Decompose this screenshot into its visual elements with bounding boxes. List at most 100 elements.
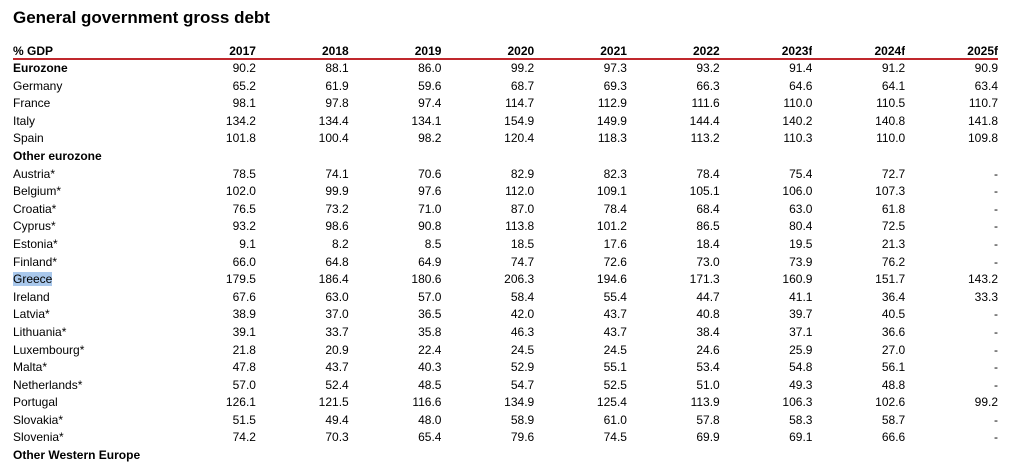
- value-cell: -: [994, 342, 998, 357]
- country-label: Austria*: [13, 166, 170, 184]
- table-row: Luxembourg* 21.8 20.9 22.4 24.5 24.5 24.6 25.9 2…: [13, 342, 998, 360]
- value-cell: [720, 148, 813, 166]
- table-row: Austria* 78.5 74.1 70.6 82.9 82.3 78.4 75.4 72.7…: [13, 166, 998, 184]
- value-cell: 73.2: [325, 201, 349, 216]
- value-cell: 72.6: [603, 254, 627, 269]
- value-cell: [905, 447, 998, 465]
- value-cell: 98.2: [418, 131, 442, 146]
- value-cell: 67.6: [232, 289, 256, 304]
- value-cell: 40.8: [696, 307, 720, 322]
- value-cell: 72.7: [881, 166, 906, 181]
- value-cell: 68.7: [510, 78, 535, 93]
- table-row: Malta* 47.8 43.7 40.3 52.9 55.1 53.4 54.8 56.1 -: [13, 359, 998, 377]
- value-cell: 100.4: [318, 131, 349, 146]
- value-cell: 105.1: [689, 184, 720, 199]
- value-cell: 74.2: [232, 430, 256, 445]
- value-cell: 194.6: [596, 272, 627, 287]
- row-label-text: Eurozone: [13, 61, 68, 75]
- table-row: Netherlands* 57.0 52.4 48.5 54.7 52.5 51.0 49.3…: [13, 377, 998, 395]
- row-label-text: Latvia*: [13, 307, 50, 322]
- value-cell: [441, 447, 534, 465]
- value-cell: 57.8: [696, 412, 720, 427]
- value-cell: [812, 148, 905, 166]
- value-cell: -: [994, 307, 998, 322]
- value-cell: 55.4: [603, 289, 627, 304]
- value-cell: 33.3: [974, 289, 998, 304]
- value-cell: 69.1: [789, 430, 813, 445]
- value-cell: 134.2: [225, 113, 256, 128]
- table-row: Belgium* 102.0 99.9 97.6 112.0 109.1 105.1 106.…: [13, 183, 998, 201]
- value-cell: 44.7: [696, 289, 720, 304]
- country-label: Ireland: [13, 289, 170, 307]
- value-cell: 151.7: [875, 272, 906, 287]
- value-cell: 179.5: [225, 272, 256, 287]
- value-cell: 102.0: [225, 184, 256, 199]
- value-cell: 75.4: [789, 166, 813, 181]
- value-cell: [720, 447, 813, 465]
- header-year: 2020: [441, 44, 535, 60]
- value-cell: 118.3: [597, 131, 627, 146]
- row-label-text: Spain: [13, 131, 44, 146]
- value-cell: 59.6: [418, 78, 442, 93]
- value-cell: 186.4: [318, 272, 349, 287]
- value-cell: 98.6: [325, 219, 349, 234]
- value-cell: [256, 148, 349, 166]
- value-cell: 69.3: [603, 78, 627, 93]
- header-year: 2022: [626, 44, 720, 60]
- value-cell: 93.2: [232, 219, 256, 234]
- table-row: France 98.1 97.8 97.4 114.7 112.9 111.6 110.0 11…: [13, 95, 998, 113]
- row-label-text: Finland*: [13, 254, 58, 269]
- value-cell: 143.2: [967, 272, 998, 287]
- country-label: Germany: [13, 78, 170, 96]
- country-label: Malta*: [13, 359, 170, 377]
- value-cell: 90.2: [232, 61, 256, 75]
- value-cell: 140.2: [782, 113, 813, 128]
- row-label-text: France: [13, 96, 51, 111]
- value-cell: 8.2: [332, 236, 349, 251]
- value-cell: 141.8: [967, 113, 998, 128]
- table-body: Eurozone 90.2 88.1 86.0 99.2 97.3 93.2 91.4 91.2…: [13, 59, 998, 465]
- value-cell: 97.6: [418, 184, 442, 199]
- table-header-row: % GDP 2017 2018 2019 2020 2021 2022 2023…: [13, 44, 998, 60]
- value-cell: 61.0: [603, 412, 627, 427]
- value-cell: 37.1: [789, 324, 813, 339]
- value-cell: 112.9: [597, 96, 627, 111]
- value-cell: 24.5: [603, 342, 627, 357]
- value-cell: 76.2: [881, 254, 906, 269]
- value-cell: 78.5: [232, 166, 256, 181]
- table-row: Croatia* 76.5 73.2 71.0 87.0 78.4 68.4 63.0 61.8…: [13, 201, 998, 219]
- header-year: 2024f: [812, 44, 906, 60]
- row-label-text: Estonia*: [13, 236, 58, 251]
- value-cell: 57.0: [418, 289, 442, 304]
- country-label: Estonia*: [13, 236, 170, 254]
- value-cell: 63.0: [789, 201, 813, 216]
- value-cell: 99.2: [510, 61, 535, 75]
- value-cell: 24.6: [696, 342, 720, 357]
- section-label: Other Western Europe: [13, 447, 170, 465]
- value-cell: [812, 447, 905, 465]
- value-cell: 65.4: [418, 430, 442, 445]
- value-cell: [349, 148, 442, 166]
- value-cell: 97.3: [603, 61, 627, 75]
- value-cell: [627, 148, 720, 166]
- country-label: Cyprus*: [13, 218, 170, 236]
- table-row: Finland* 66.0 64.8 64.9 74.7 72.6 73.0 73.9 76.2…: [13, 254, 998, 272]
- value-cell: 180.6: [411, 272, 442, 287]
- value-cell: 36.5: [418, 307, 442, 322]
- value-cell: 48.0: [418, 412, 442, 427]
- value-cell: 17.6: [603, 236, 627, 251]
- row-label-text: Belgium*: [13, 184, 62, 199]
- table-row: Slovenia* 74.2 70.3 65.4 79.6 74.5 69.9 69.1 66.…: [13, 429, 998, 447]
- value-cell: 86.0: [418, 61, 442, 75]
- value-cell: 40.5: [881, 307, 906, 322]
- value-cell: 38.4: [696, 324, 720, 339]
- value-cell: 63.0: [325, 289, 349, 304]
- value-cell: 8.5: [424, 236, 442, 251]
- value-cell: 27.0: [881, 342, 906, 357]
- value-cell: 20.9: [325, 342, 349, 357]
- value-cell: 116.6: [412, 395, 442, 410]
- group-row: Eurozone 90.2 88.1 86.0 99.2 97.3 93.2 91.4 91.2…: [13, 59, 998, 78]
- country-label: Greece: [13, 271, 170, 289]
- value-cell: 97.4: [418, 96, 442, 111]
- value-cell: 93.2: [696, 61, 720, 75]
